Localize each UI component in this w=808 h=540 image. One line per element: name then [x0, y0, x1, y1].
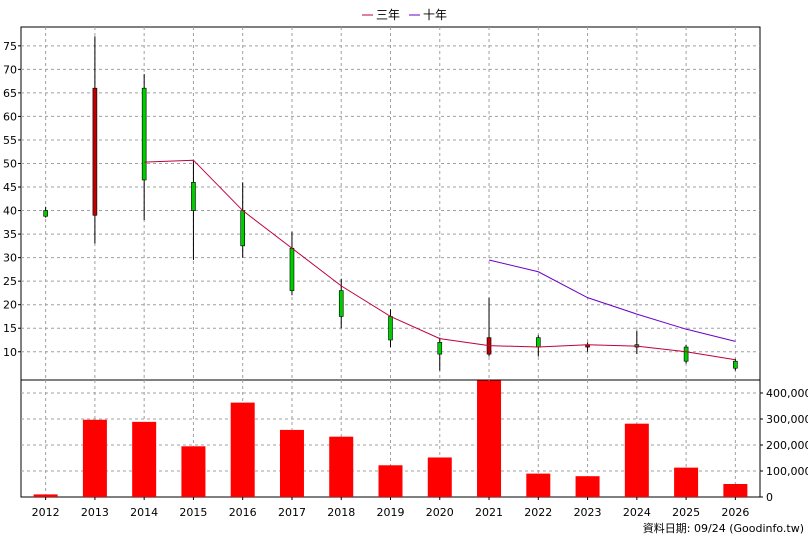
- volume-tick-label: 100,000: [766, 465, 808, 478]
- price-tick-label: 55: [3, 134, 17, 147]
- candlesticks: [43, 36, 738, 371]
- candle-body: [92, 87, 98, 216]
- x-tick-label: 2022: [524, 506, 552, 519]
- x-tick-label: 2014: [130, 506, 158, 519]
- candle-body: [141, 87, 147, 181]
- x-tick-label: 2013: [81, 506, 109, 519]
- x-tick-label: 2023: [574, 506, 602, 519]
- x-tick-label: 2020: [426, 506, 454, 519]
- volume-bar: [575, 476, 600, 497]
- price-tick-label: 70: [3, 63, 17, 76]
- volume-tick-label: 200,000: [766, 439, 808, 452]
- source-note: 資料日期: 09/24 (Goodinfo.tw): [643, 521, 804, 535]
- volume-bar: [33, 494, 58, 497]
- candle-body: [289, 247, 295, 291]
- price-y-axis: 10 15 20 25 30 35 40 45 50 55 60 65 70 75: [3, 40, 21, 359]
- ma-line-3y: [144, 159, 736, 361]
- price-tick-label: 45: [3, 181, 17, 194]
- volume-bar: [477, 380, 502, 497]
- candle-body: [240, 210, 245, 247]
- price-tick-label: 15: [3, 322, 17, 335]
- x-tick-label: 2016: [229, 506, 257, 519]
- moving-average-lines: [144, 159, 736, 361]
- volume-bar: [624, 423, 649, 497]
- volume-bar: [526, 473, 551, 497]
- legend-label-3y: 三年: [376, 8, 400, 22]
- candle-body: [191, 182, 196, 211]
- candle-body: [43, 210, 48, 217]
- volume-bars: [33, 380, 748, 497]
- x-tick-label: 2019: [377, 506, 405, 519]
- legend: 三年 十年: [362, 8, 447, 22]
- price-tick-label: 50: [3, 157, 17, 170]
- volume-bar: [427, 457, 452, 497]
- x-axis: 2012 2013 2014 2015 2016 2017 2018 2019 2020 2021…: [32, 497, 749, 519]
- volume-tick-label: 400,000: [766, 387, 808, 400]
- volume-bar: [230, 402, 255, 497]
- ma-line-10y: [488, 259, 736, 342]
- x-tick-label: 2026: [721, 506, 749, 519]
- x-tick-label: 2015: [179, 506, 207, 519]
- price-tick-label: 40: [3, 205, 17, 218]
- volume-tick-label: 300,000: [766, 413, 808, 426]
- price-tick-label: 25: [3, 275, 17, 288]
- price-tick-label: 35: [3, 228, 17, 241]
- price-tick-label: 10: [3, 346, 17, 359]
- price-tick-label: 30: [3, 252, 17, 265]
- volume-bar: [329, 436, 354, 497]
- candle-body: [683, 346, 689, 362]
- volume-bar: [674, 467, 699, 497]
- x-tick-label: 2025: [672, 506, 700, 519]
- price-tick-label: 75: [3, 40, 17, 53]
- candle-body: [733, 360, 738, 369]
- x-tick-label: 2021: [475, 506, 503, 519]
- volume-bar: [723, 484, 748, 497]
- candle-body: [437, 342, 443, 355]
- volume-tick-label: 0: [766, 491, 773, 504]
- price-tick-label: 20: [3, 299, 17, 312]
- volume-bar: [181, 446, 206, 497]
- candle-body: [388, 316, 393, 341]
- candle-body: [338, 290, 344, 317]
- legend-label-10y: 十年: [423, 8, 447, 22]
- price-tick-label: 65: [3, 87, 17, 100]
- volume-bar: [279, 429, 304, 497]
- volume-bar: [82, 419, 107, 497]
- volume-bar: [132, 421, 157, 497]
- x-tick-label: 2017: [278, 506, 306, 519]
- x-tick-label: 2012: [32, 506, 60, 519]
- x-tick-label: 2024: [623, 506, 651, 519]
- volume-bar: [378, 465, 403, 497]
- candle-body: [535, 337, 541, 348]
- x-tick-label: 2018: [327, 506, 355, 519]
- volume-y-axis: 0 100,000 200,000 300,000 400,000: [760, 387, 808, 504]
- price-tick-label: 60: [3, 110, 17, 123]
